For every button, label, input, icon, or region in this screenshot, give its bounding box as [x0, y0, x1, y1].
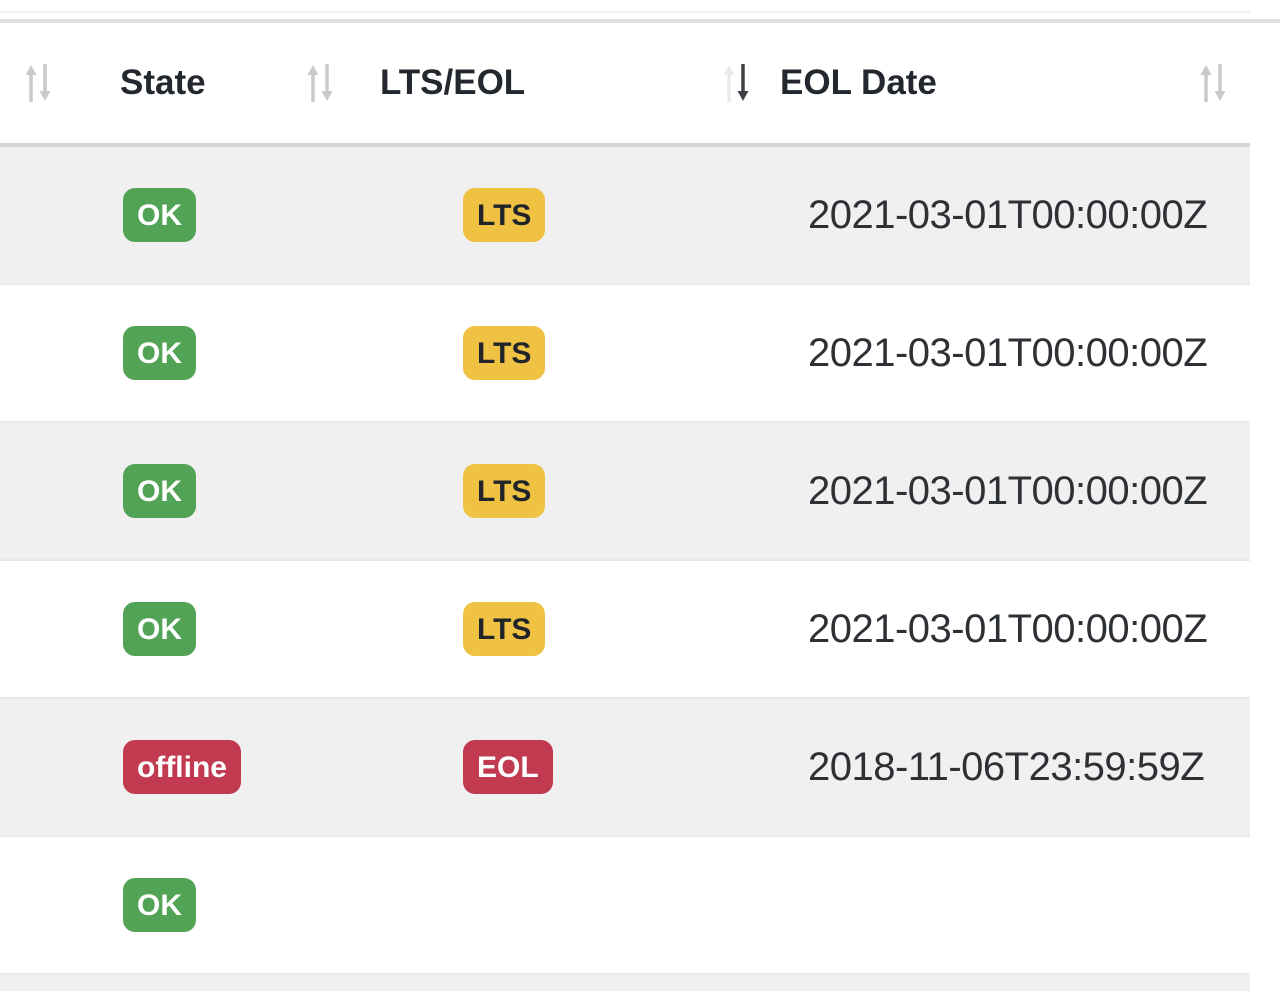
state-cell: OK: [70, 423, 356, 559]
column-header-state[interactable]: State: [70, 23, 356, 143]
state-badge: OK: [123, 878, 196, 932]
sort-icon: [1200, 64, 1226, 102]
column-header-previous[interactable]: [0, 23, 70, 143]
lts-eol-badge: LTS: [463, 188, 546, 242]
eol-date-cell: [756, 837, 1250, 973]
table-header-row: State LTS/EOL EOL Date: [0, 23, 1250, 147]
previous-column-cell: [0, 975, 70, 991]
lts-eol-badge: LTS: [463, 326, 546, 380]
state-cell: OK: [70, 561, 356, 697]
table-row: OK: [0, 837, 1250, 975]
column-header-eol-date[interactable]: EOL Date: [756, 23, 1250, 143]
column-header-label: LTS/EOL: [380, 63, 526, 102]
lts-eol-cell: EOL: [356, 699, 756, 835]
state-cell: [70, 975, 356, 991]
sort-icon: [25, 64, 51, 102]
lts-eol-cell: [356, 837, 756, 973]
previous-column-cell: [0, 699, 70, 835]
state-badge: OK: [123, 326, 196, 380]
previous-column-cell: [0, 423, 70, 559]
sort-icon-descending: [723, 64, 749, 102]
status-table: State LTS/EOL EOL Date: [0, 23, 1250, 991]
eol-date-cell: 2021-03-01T00:00:00Z: [808, 468, 1208, 513]
state-badge: OK: [123, 602, 196, 656]
lts-eol-badge: LTS: [463, 464, 546, 518]
column-header-label: EOL Date: [780, 63, 937, 102]
eol-date-cell: 2021-03-01T00:00:00Z: [808, 330, 1208, 375]
column-header-label: State: [120, 63, 206, 102]
table-row: OK LTS 2021-03-01T00:00:00Z: [0, 561, 1250, 699]
state-cell: offline: [70, 699, 356, 835]
table-row: [0, 975, 1250, 991]
state-badge: OK: [123, 188, 196, 242]
state-badge: OK: [123, 464, 196, 518]
table-body: OK LTS 2021-03-01T00:00:00Z OK LTS 2021-03-01…: [0, 147, 1250, 991]
sort-icon: [307, 64, 333, 102]
previous-column-cell: [0, 285, 70, 421]
lts-eol-cell: LTS: [356, 285, 756, 421]
eol-date-cell: [756, 975, 1250, 991]
lts-eol-cell: [356, 975, 756, 991]
table-row: offline EOL 2018-11-06T23:59:59Z: [0, 699, 1250, 837]
state-cell: OK: [70, 285, 356, 421]
lts-eol-cell: LTS: [356, 147, 756, 283]
table-row: OK LTS 2021-03-01T00:00:00Z: [0, 285, 1250, 423]
table-top-border: [0, 0, 1280, 23]
previous-column-cell: [0, 837, 70, 973]
eol-date-cell: 2021-03-01T00:00:00Z: [808, 606, 1208, 651]
state-cell: OK: [70, 837, 356, 973]
lts-eol-badge: EOL: [463, 740, 553, 794]
lts-eol-badge: LTS: [463, 602, 546, 656]
state-badge: offline: [123, 740, 241, 794]
lts-eol-cell: LTS: [356, 423, 756, 559]
eol-date-cell: 2018-11-06T23:59:59Z: [808, 744, 1205, 789]
table-row: OK LTS 2021-03-01T00:00:00Z: [0, 423, 1250, 561]
table-row: OK LTS 2021-03-01T00:00:00Z: [0, 147, 1250, 285]
lts-eol-cell: LTS: [356, 561, 756, 697]
state-cell: OK: [70, 147, 356, 283]
eol-date-cell: 2021-03-01T00:00:00Z: [808, 192, 1208, 237]
column-header-lts-eol[interactable]: LTS/EOL: [356, 23, 756, 143]
previous-column-cell: [0, 561, 70, 697]
previous-column-cell: [0, 147, 70, 283]
